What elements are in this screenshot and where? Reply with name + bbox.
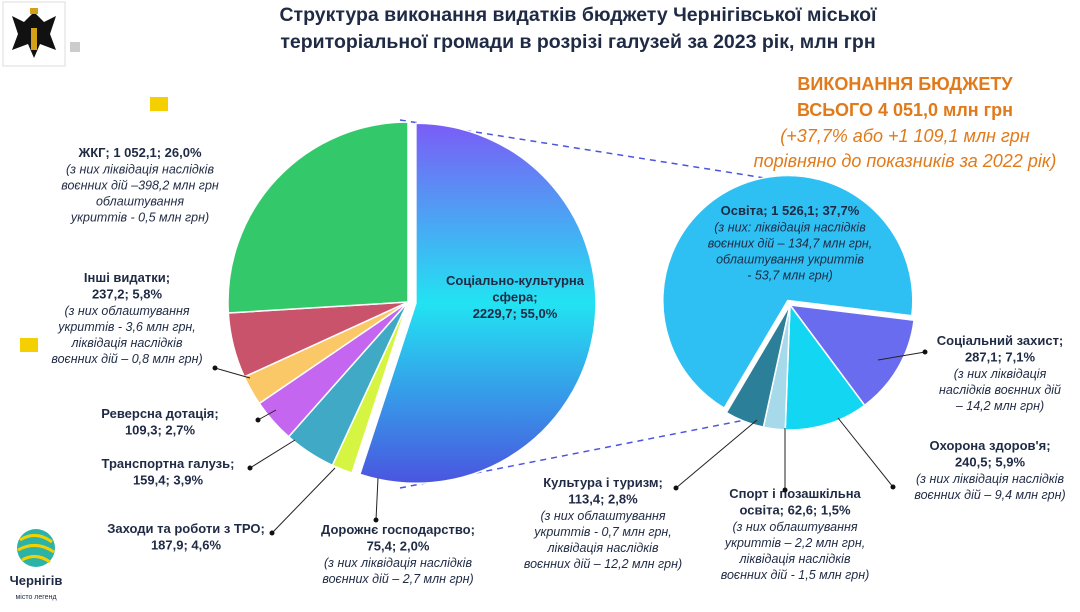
slice-note: (з них: ліквідація наслідків	[714, 221, 866, 235]
slice-note: воєнних дій – 134,7 млн грн,	[708, 237, 873, 251]
slice-label: 240,5; 5,9%	[955, 455, 1026, 470]
slice-note: укриттів - 0,5 млн грн)	[70, 211, 209, 225]
slice-label: Соціальний захист;	[937, 333, 1064, 348]
leader-line	[249, 439, 296, 469]
summary: ВИКОНАННЯ БЮДЖЕТУ	[797, 74, 1013, 94]
leader-dot	[247, 465, 253, 471]
slice-label: 113,4; 2,8%	[568, 492, 638, 507]
slice-label: освіта; 62,6; 1,5%	[739, 503, 850, 518]
slice-note: (з них ліквідація наслідків	[916, 472, 1064, 486]
slice-label: 2229,7; 55,0%	[473, 306, 558, 321]
slice-label: Охорона здоров'я;	[929, 438, 1050, 453]
slice-label: 187,9; 4,6%	[151, 538, 222, 553]
slice-label: 109,3; 2,7%	[125, 423, 196, 438]
slice-note: воєнних дій – 2,7 млн грн)	[322, 572, 473, 586]
summary: (+37,7% або +1 109,1 млн грн	[780, 126, 1030, 146]
leader-dot	[890, 484, 896, 490]
slice-note: воєнних дій – 12,2 млн грн)	[524, 557, 682, 571]
slice-note: (з них ліквідація наслідків	[66, 163, 214, 177]
decor	[150, 97, 168, 111]
slice-note: укриттів - 0,7 млн грн,	[533, 525, 672, 539]
logo-name: Чернігів	[10, 573, 63, 588]
slice-note: (з них ліквідація наслідків	[324, 556, 472, 570]
slice-note: облаштування укриттів	[716, 253, 864, 267]
decor	[20, 338, 38, 352]
slice-note: – 14,2 млн грн)	[955, 399, 1044, 413]
pie-slice	[662, 174, 914, 410]
slice-label: Інші видатки;	[84, 270, 170, 285]
title: територіальної громади в розрізі галузей…	[280, 31, 875, 53]
slice-note: воєнних дій –398,2 млн грн	[61, 179, 219, 193]
pie-slice	[784, 302, 866, 431]
leader-line	[257, 409, 277, 421]
pie-slice	[358, 122, 597, 485]
slice-note: ліквідація наслідків	[547, 541, 659, 555]
slice-note: (з них облаштування	[540, 509, 665, 523]
coat-of-arms	[2, 1, 66, 67]
pie	[227, 121, 597, 485]
leader-line	[375, 477, 379, 521]
summary: порівняно до показників за 2022 рік)	[754, 151, 1057, 171]
slice-note: ліквідація наслідків	[739, 552, 851, 566]
slice-note: ліквідація наслідків	[71, 336, 183, 350]
slice-label: Транспортна галузь;	[102, 456, 235, 471]
leader-line	[877, 351, 926, 361]
slice-label: 75,4; 2,0%	[367, 539, 430, 554]
slice-label: Дорожнє господарство;	[321, 522, 475, 537]
slice-note: наслідків воєнних дій	[939, 383, 1061, 397]
title: Структура виконання видатків бюджету Чер…	[279, 4, 877, 26]
slice-note: укриттів – 2,2 млн грн,	[724, 536, 865, 550]
decor	[70, 42, 80, 52]
pie-slice	[788, 304, 915, 407]
leader-dot	[212, 365, 218, 371]
leader-line	[675, 419, 758, 489]
slice-note: облаштування	[96, 195, 184, 209]
slice-label: ЖКГ; 1 052,1; 26,0%	[78, 145, 202, 160]
leader-line	[214, 367, 251, 379]
slice-note: воєнних дій - 1,5 млн грн)	[721, 568, 870, 582]
slice-note: воєнних дій – 0,8 млн грн)	[51, 352, 202, 366]
leader-line	[837, 417, 894, 488]
pie-slice	[227, 121, 409, 314]
slice-note: воєнних дій – 9,4 млн грн)	[914, 488, 1065, 502]
slice-label: сфера;	[492, 290, 537, 305]
summary: ВСЬОГО 4 051,0 млн грн	[797, 100, 1013, 120]
leader-dot	[673, 485, 679, 491]
slice-note: - 53,7 млн грн)	[747, 269, 833, 283]
leader-dot	[255, 417, 261, 423]
slice-label: Реверсна дотація;	[101, 406, 218, 421]
slice-label: Освіта; 1 526,1; 37,7%	[721, 203, 860, 218]
leader-dot	[782, 487, 788, 493]
leader-dot	[922, 349, 928, 355]
pie-slice	[725, 304, 791, 429]
slice-note: (з них ліквідація	[954, 367, 1047, 381]
slice-label: 287,1; 7,1%	[965, 350, 1036, 365]
slice-note: укриттів - 3,6 млн грн,	[57, 320, 196, 334]
pie	[662, 174, 915, 431]
logo: Чернігів місто легенд	[10, 529, 63, 601]
leader-dot	[373, 517, 379, 523]
slice-label: Соціально-культурна	[446, 273, 585, 288]
leader-line	[271, 467, 336, 534]
slice-label: 159,4; 3,9%	[133, 473, 204, 488]
slice-label: Заходи та роботи з ТРО;	[107, 521, 265, 536]
slice-label: Культура і туризм;	[543, 475, 663, 490]
logo-tagline: місто легенд	[15, 593, 56, 601]
leader-dot	[269, 530, 275, 536]
slice-label: Спорт і позашкільна	[729, 486, 861, 501]
slice-label: 237,2; 5,8%	[92, 287, 163, 302]
slice-note: (з них облаштування	[732, 520, 857, 534]
slice-note: (з них облаштування	[64, 304, 189, 318]
